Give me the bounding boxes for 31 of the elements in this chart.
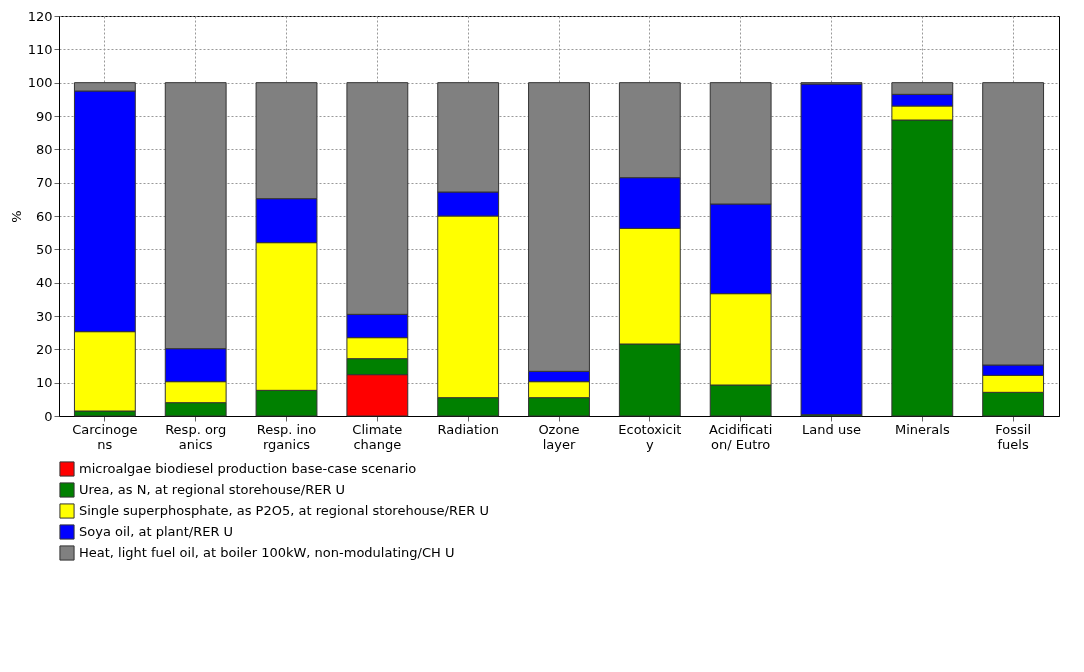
x-tick-label: Resp. ino rganics: [256, 421, 317, 452]
legend-label: Heat, light fuel oil, at boiler 100kW, non-modulating/CH U: [79, 545, 455, 560]
x-tick-label: Resp. org anics: [165, 421, 227, 452]
y-tick-label: 10: [35, 375, 53, 391]
y-tick-label: 80: [35, 141, 53, 157]
y-tick-label: 30: [35, 308, 53, 324]
x-tick-label: Ecotoxicit y: [618, 421, 682, 452]
y-tick-label: 70: [35, 175, 53, 191]
bar: [800, 83, 863, 416]
x-tick-label: Climate change: [352, 421, 403, 452]
y-tick-label: 40: [35, 275, 53, 291]
x-tick-label: Fossil fuels: [995, 421, 1032, 452]
legend-label: Single superphosphate, as P2O5, at regional storehouse/RER U: [79, 503, 489, 518]
x-tick-label: Acidificati on/ Eutro: [709, 421, 773, 452]
y-tick-label: 120: [27, 8, 53, 24]
y-tick-label: 60: [35, 208, 53, 224]
y-tick-label: 90: [35, 108, 53, 124]
legend-label: Soya oil, at plant/RER U: [79, 524, 234, 539]
y-tick-label: 50: [35, 241, 53, 257]
x-tick-label: Ozone layer: [538, 421, 580, 452]
x-tick-label: Radiation: [437, 421, 499, 437]
legend-label: microalgae biodiesel production base-case scenario: [79, 461, 417, 476]
y-tick-label: 100: [27, 75, 53, 91]
legend-label: Urea, as N, at regional storehouse/RER U: [79, 482, 346, 497]
y-axis-title: %: [8, 210, 24, 223]
y-tick-label: 110: [27, 41, 53, 57]
y-tick-label: 20: [35, 341, 53, 357]
x-tick-label: Minerals: [894, 421, 950, 437]
x-tick-label: Carcinoge ns: [72, 421, 138, 452]
x-tick-label: Land use: [802, 421, 861, 437]
y-tick-label: 0: [44, 408, 53, 424]
